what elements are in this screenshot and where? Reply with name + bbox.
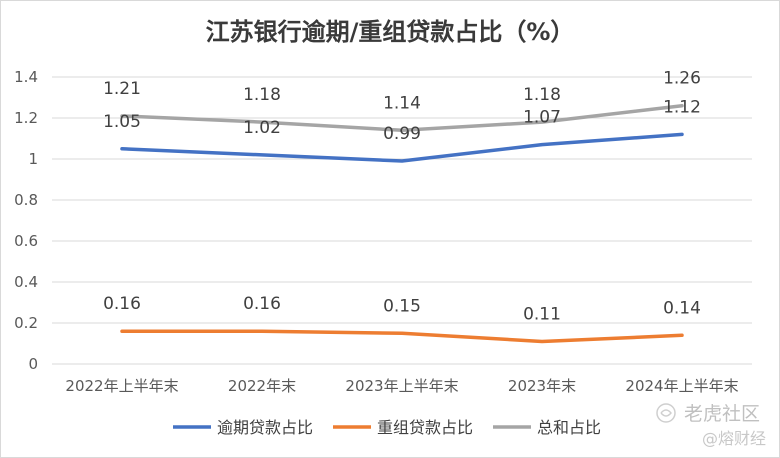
data-label: 1.18	[523, 85, 561, 105]
series-lines	[120, 103, 684, 344]
data-label: 1.12	[663, 97, 701, 117]
x-tick-label: 2022年上半年末	[65, 377, 178, 395]
data-label: 1.14	[383, 93, 421, 113]
series-line-3	[120, 103, 684, 133]
data-label: 0.11	[523, 304, 561, 324]
data-label: 1.05	[103, 112, 141, 132]
watermark-brand: 老虎社区	[684, 403, 760, 425]
data-label: 1.18	[243, 85, 281, 105]
data-label: 1.07	[523, 108, 561, 128]
x-axis-ticks: 2022年上半年末 2022年末 2023年上半年末 2023年末 2024年上半年末	[65, 377, 738, 395]
y-tick-label: 0.8	[14, 191, 38, 209]
y-tick-label: 0	[28, 355, 38, 373]
tiger-logo-icon	[656, 403, 676, 423]
data-label: 1.26	[663, 69, 701, 89]
data-labels: 1.05 1.02 0.99 1.07 1.12 0.16 0.16 0.15 0.11 0.14…	[103, 69, 701, 325]
y-tick-label: 0.4	[14, 273, 38, 291]
watermark: 老虎社区 @熔财经	[656, 403, 766, 448]
series-line-2	[120, 329, 684, 344]
data-label: 1.21	[103, 79, 141, 99]
data-label: 0.99	[383, 124, 421, 144]
x-tick-label: 2023年末	[508, 377, 576, 395]
legend-label: 逾期贷款占比	[217, 418, 313, 437]
data-label: 1.02	[243, 118, 281, 138]
y-tick-label: 1.2	[14, 109, 38, 127]
y-axis-ticks: 0 0.2 0.4 0.6 0.8 1 1.2 1.4	[14, 68, 38, 373]
legend-label: 重组贷款占比	[377, 418, 473, 437]
legend: 逾期贷款占比 重组贷款占比 总和占比	[173, 418, 601, 437]
chart-title: 江苏银行逾期/重组贷款占比（%）	[206, 18, 575, 46]
y-tick-label: 1	[28, 150, 38, 168]
x-tick-label: 2023年上半年末	[345, 377, 458, 395]
data-label: 0.16	[103, 294, 141, 314]
y-tick-label: 1.4	[14, 68, 38, 86]
data-label: 0.15	[383, 296, 421, 316]
legend-label: 总和占比	[537, 418, 601, 437]
grid-lines	[52, 76, 752, 365]
x-tick-label: 2024年上半年末	[625, 377, 738, 395]
data-label: 0.14	[663, 298, 701, 318]
y-tick-label: 0.6	[14, 232, 38, 250]
series-line-1	[120, 132, 684, 163]
watermark-handle: @熔财经	[702, 429, 766, 448]
y-tick-label: 0.2	[14, 314, 38, 332]
data-label: 0.16	[243, 294, 281, 314]
x-tick-label: 2022年末	[228, 377, 296, 395]
